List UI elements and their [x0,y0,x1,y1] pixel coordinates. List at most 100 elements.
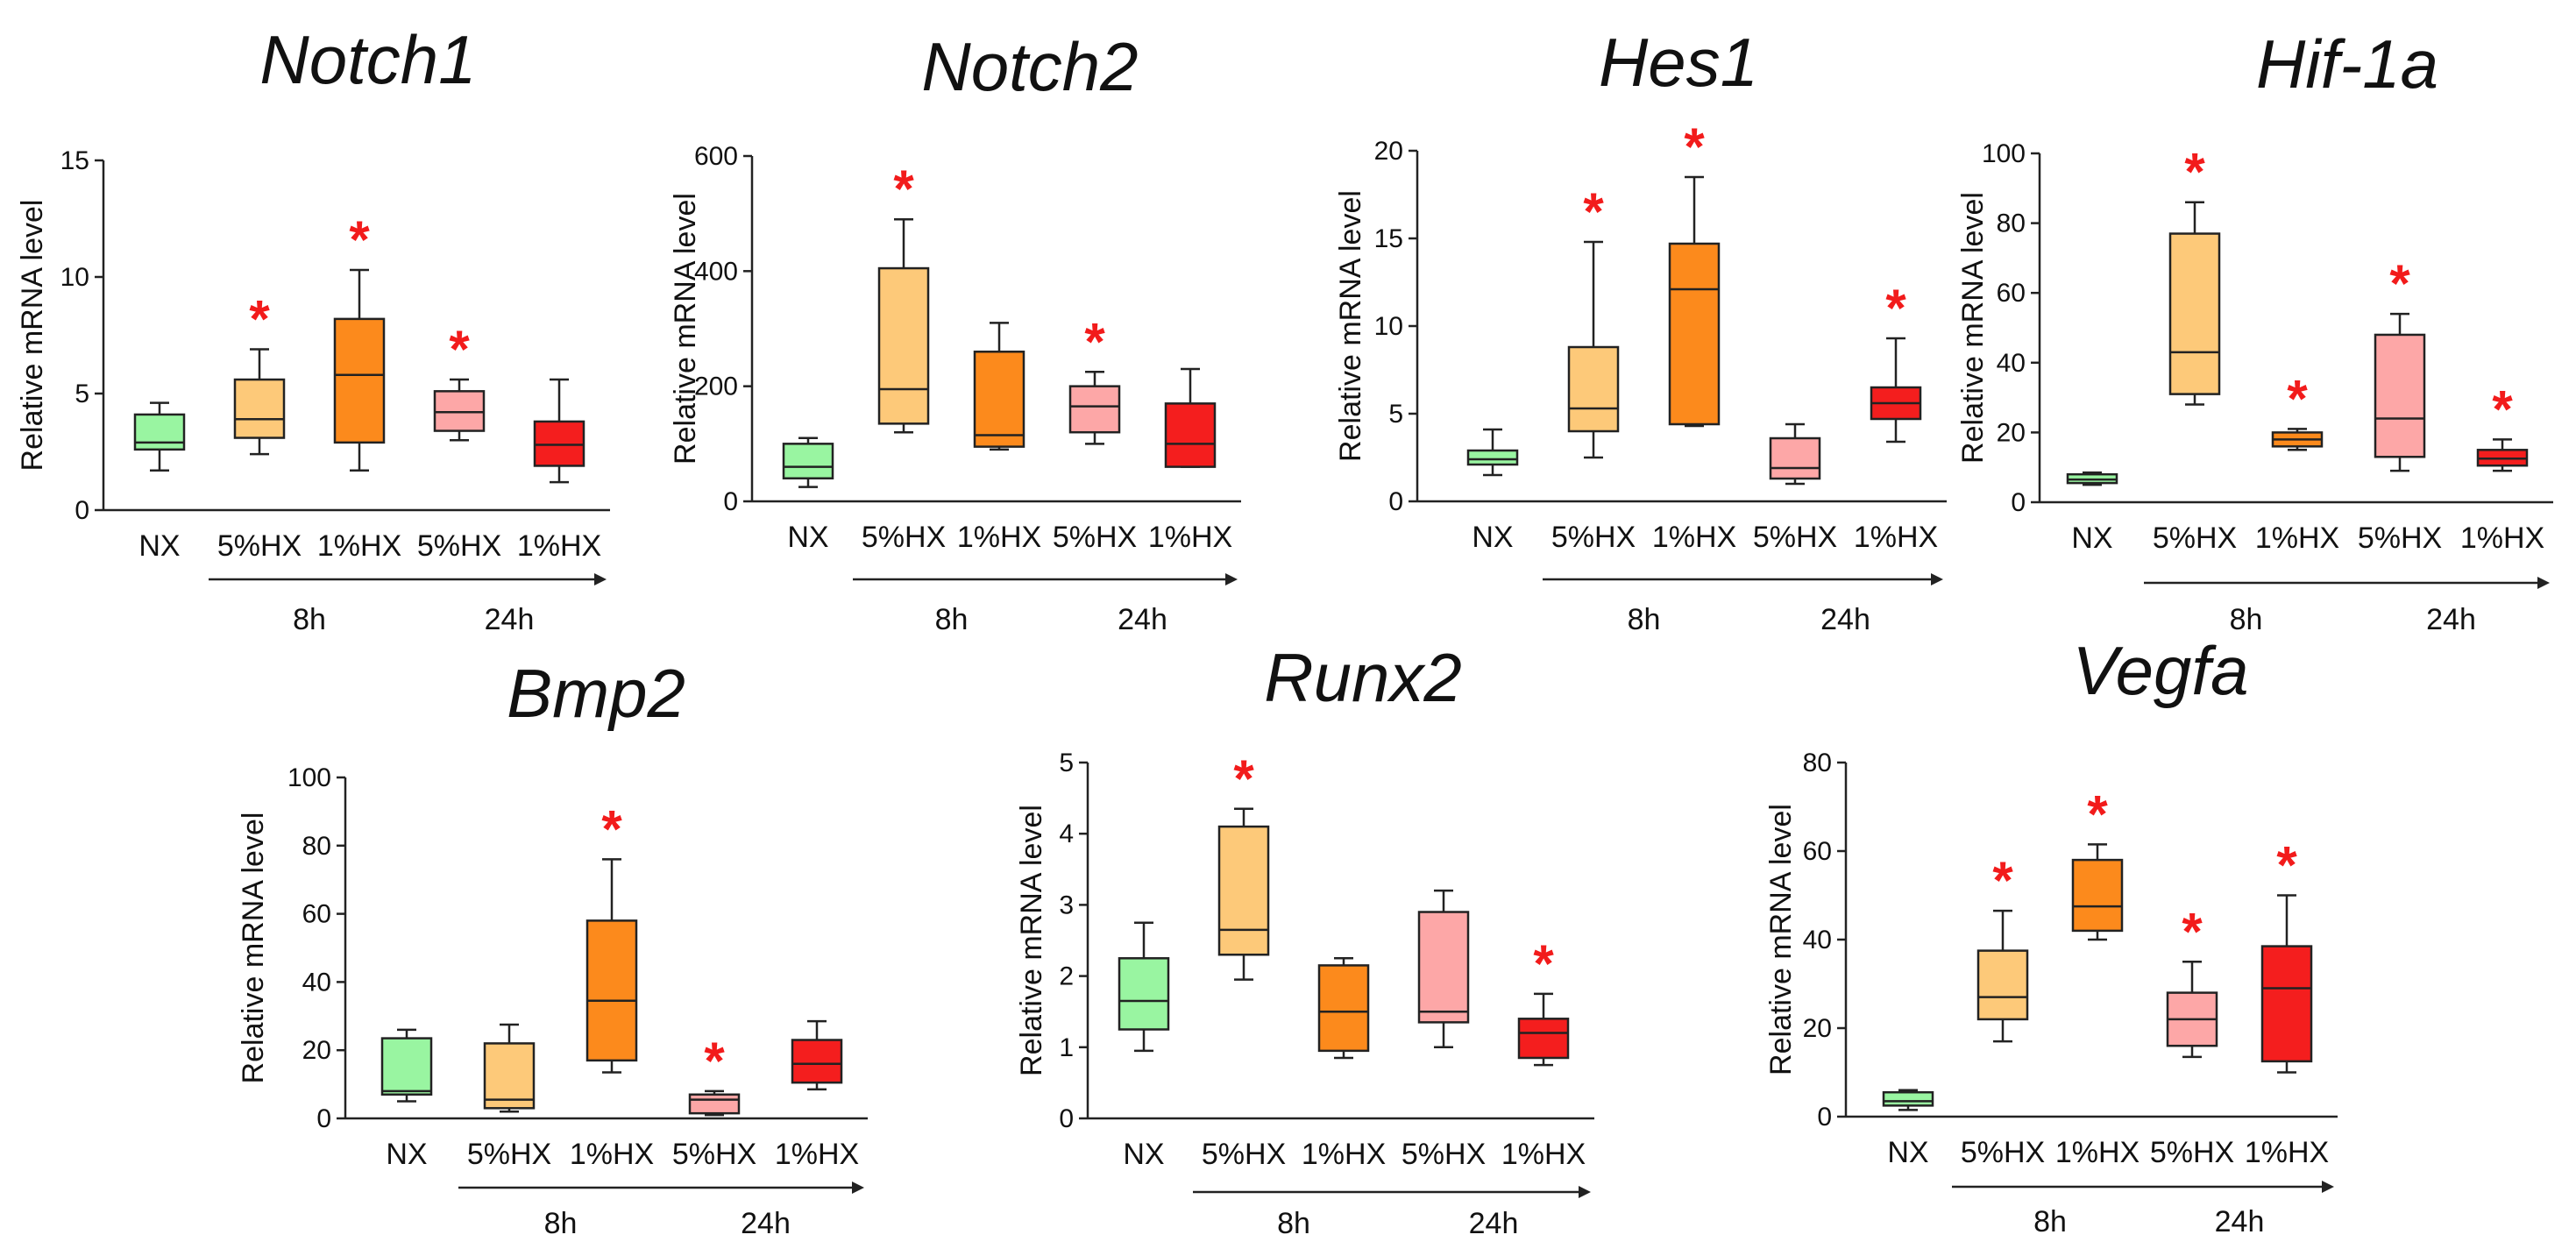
time-arrow-head [1931,573,1943,585]
significance-marker: * [1084,312,1105,371]
y-tick-label: 80 [1997,209,2026,238]
box-iqr [877,266,930,425]
box-iqr [2374,333,2426,458]
significance-marker: * [449,320,470,379]
y-tick-label: 5 [1059,749,1074,777]
x-tick-label: 5%HX [862,521,946,554]
y-tick-label: 10 [60,263,89,292]
y-tick-label: 20 [1374,137,1403,166]
x-tick-label: 5%HX [2358,522,2442,555]
box-iqr [333,317,386,444]
y-tick-label: 0 [1817,1103,1832,1132]
box-iqr [233,378,286,439]
time-label-24h: 24h [2426,603,2476,636]
panel-notch2: Notch2 Relative mRNA level 0 200 400 600 NX * 5%… [669,28,1241,636]
y-axis-label: Relative mRNA level [1015,805,1048,1076]
y-tick-label: 400 [694,257,738,286]
x-tick-label: 5%HX [467,1138,551,1171]
y-tick-label: 40 [1803,926,1832,954]
y-tick-label: 60 [1997,279,2026,308]
x-tick-label: NX [2071,522,2112,555]
y-tick-label: 15 [1374,224,1403,253]
time-arrow-head [594,573,607,585]
x-tick-label: 5%HX [2150,1136,2234,1169]
time-label-24h: 24h [1469,1207,1519,1240]
x-tick-label: 1%HX [2460,522,2544,555]
time-label-8h: 8h [293,603,326,636]
time-arrow-head [1579,1186,1591,1198]
x-tick-label: NX [787,521,828,554]
time-label-8h: 8h [2230,603,2263,636]
chart-title: Hif-1a [2256,25,2438,103]
y-tick-label: 4 [1059,820,1074,848]
box-iqr [1517,1018,1570,1060]
box-iqr [1317,964,1370,1053]
x-tick-label: 1%HX [1302,1138,1386,1171]
panel-hif-1a: Hif-1a Relative mRNA level 0 20 40 60 80 100 NX *… [1956,25,2553,636]
x-tick-label: 5%HX [217,529,302,563]
time-label-8h: 8h [1277,1207,1310,1240]
panel-runx2: Runx2 Relative mRNA level 0 1 2 3 4 5 NX * 5%HX 1%H… [1015,639,1594,1240]
x-tick-label: NX [138,529,180,563]
box-iqr [585,919,638,1062]
x-tick-label: 1%HX [1501,1138,1586,1171]
y-tick-label: 5 [1388,400,1403,429]
box-iqr [533,420,585,467]
box-iqr [380,1037,433,1096]
significance-marker: * [349,210,370,269]
time-label-8h: 8h [2033,1205,2067,1238]
box-iqr [1668,242,1721,426]
x-tick-label: NX [1887,1136,1928,1169]
y-tick-label: 40 [1997,349,2026,378]
x-tick-label: 1%HX [317,529,401,563]
time-label-24h: 24h [741,1207,791,1240]
box-iqr [1417,911,1470,1024]
box-iqr [1068,385,1121,434]
box-iqr [782,443,834,479]
time-arrow-head [852,1181,864,1194]
box-iqr [791,1039,843,1084]
box-iqr [2071,858,2124,933]
significance-marker: * [1533,934,1554,993]
significance-marker: * [2492,380,2513,438]
y-tick-label: 5 [75,380,89,408]
x-tick-label: NX [386,1138,427,1171]
x-tick-label: 1%HX [2055,1136,2140,1169]
y-axis-label: Relative mRNA level [669,193,702,465]
y-tick-label: 100 [287,763,331,792]
box-iqr [1882,1090,1934,1107]
significance-marker: * [893,160,914,218]
time-arrow-head [1225,573,1238,585]
panel-hes1: Hes1 Relative mRNA level 0 5 10 15 20 NX * 5%HX * 1… [1334,24,1947,636]
box-iqr [1976,949,2029,1021]
y-tick-label: 0 [723,487,738,516]
x-tick-label: 1%HX [1652,521,1736,554]
y-tick-label: 20 [1997,418,2026,447]
significance-marker: * [1885,279,1906,337]
x-tick-label: 1%HX [1854,521,1938,554]
time-label-24h: 24h [1820,603,1870,636]
y-tick-label: 0 [1059,1104,1074,1133]
y-tick-label: 15 [60,146,89,175]
significance-marker: * [2389,254,2410,313]
box-iqr [1466,449,1519,466]
y-tick-label: 600 [694,142,738,171]
chart-title: Vegfa [2073,632,2249,709]
box-iqr [1567,345,1620,433]
y-tick-label: 60 [302,900,331,929]
x-tick-label: 5%HX [2153,522,2237,555]
y-tick-label: 10 [1374,312,1403,341]
significance-marker: * [1583,182,1604,241]
significance-marker: * [1992,851,2013,910]
x-tick-label: 1%HX [570,1138,654,1171]
chart-title: Runx2 [1264,639,1461,716]
chart-title: Notch2 [921,28,1138,105]
y-axis-label: Relative mRNA level [1956,192,1990,464]
box-iqr [1118,957,1170,1031]
significance-marker: * [1233,749,1254,808]
y-tick-label: 80 [1803,749,1832,777]
significance-marker: * [249,289,270,348]
x-tick-label: 5%HX [1402,1138,1486,1171]
box-iqr [2260,945,2313,1063]
